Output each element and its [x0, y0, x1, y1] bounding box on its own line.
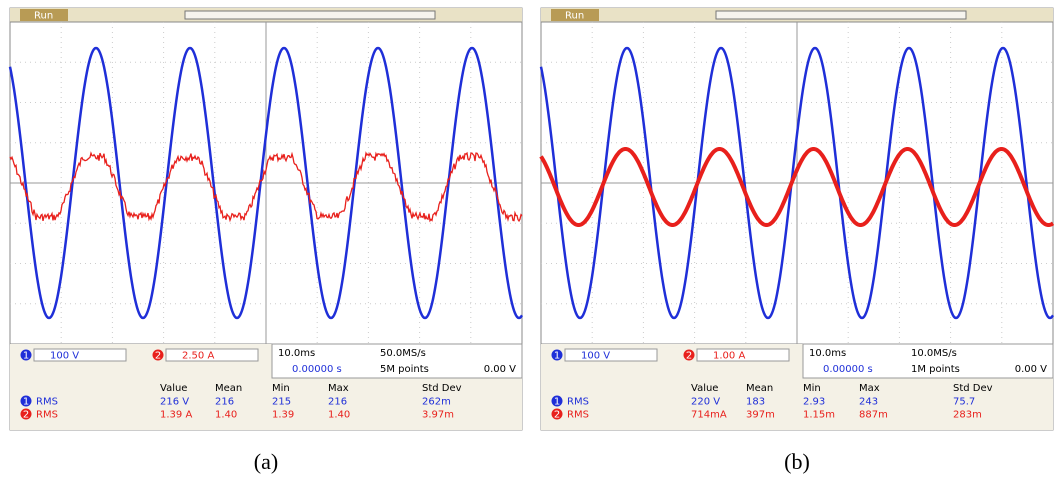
channel-badge-text: 1: [554, 351, 560, 362]
measurement-type: RMS: [567, 397, 589, 408]
status: Run: [565, 11, 584, 22]
table-header: Mean: [215, 383, 242, 394]
measurement-cell: 216 V: [160, 397, 189, 408]
measurement-type: RMS: [36, 410, 58, 421]
channel-badge-text: 2: [155, 351, 161, 362]
channel-badge-text: 2: [23, 410, 29, 421]
record-length: 1M points: [911, 364, 960, 375]
measurement-cell: 283m: [953, 410, 982, 421]
measurement-cell: 1.39 A: [160, 410, 192, 421]
table-header: Max: [859, 383, 880, 394]
caption: (a): [254, 449, 278, 474]
measurement-cell: 1.40: [328, 410, 350, 421]
measurement-cell: 714mA: [691, 410, 727, 421]
channel-1-box: [565, 349, 657, 361]
scope-panel: Run 1 100 V 2 1.00 A 10.0ms 10.0MS/s 0.00000 s 1…: [541, 8, 1053, 474]
scope-panel: Run 1 100 V 2 2.50 A 10.0ms 50.0MS/s 0.00000 s 5…: [10, 8, 522, 474]
measurement-cell: 3.97m: [422, 410, 454, 421]
channel-badge-text: 1: [23, 351, 29, 362]
trigger-level: 0.00 V: [484, 364, 516, 375]
measurement-cell: 215: [272, 397, 291, 408]
channel-1-box: [34, 349, 126, 361]
trigger-level: 0.00 V: [1015, 364, 1047, 375]
channel-badge-text: 1: [23, 397, 29, 408]
table-header: Value: [691, 383, 718, 394]
table-header: Std Dev: [953, 383, 993, 394]
table-header: Min: [803, 383, 821, 394]
channel-badge-text: 2: [554, 410, 560, 421]
measurement-cell: 243: [859, 397, 878, 408]
record-length: 5M points: [380, 364, 429, 375]
measurement-cell: 220 V: [691, 397, 720, 408]
figure: Run 1 100 V 2 2.50 A 10.0ms 50.0MS/s 0.00000 s 5…: [0, 0, 1057, 482]
measurement-cell: 262m: [422, 397, 451, 408]
delay: 0.00000 s: [292, 364, 342, 375]
channel-badge-text: 1: [554, 397, 560, 408]
horizontal-scale: 10.0ms: [809, 348, 846, 359]
horizontal-scale: 10.0ms: [278, 348, 315, 359]
caption: (b): [784, 449, 810, 474]
status: Run: [34, 11, 53, 22]
sample-rate: 50.0MS/s: [380, 348, 426, 359]
measurement-cell: 216: [328, 397, 347, 408]
measurement-cell: 75.7: [953, 397, 975, 408]
measurement-cell: 1.15m: [803, 410, 835, 421]
measurement-cell: 887m: [859, 410, 888, 421]
table-header: Std Dev: [422, 383, 462, 394]
channel-2-scale: 2.50 A: [182, 351, 214, 362]
measurement-cell: 216: [215, 397, 234, 408]
channel-2-scale: 1.00 A: [713, 351, 745, 362]
table-header: Mean: [746, 383, 773, 394]
table-header: Max: [328, 383, 349, 394]
measurement-type: RMS: [36, 397, 58, 408]
measurement-cell: 1.40: [215, 410, 237, 421]
measurement-cell: 2.93: [803, 397, 825, 408]
channel-badge-text: 2: [686, 351, 692, 362]
table-header: Min: [272, 383, 290, 394]
record-slider: [716, 11, 966, 19]
measurement-cell: 1.39: [272, 410, 294, 421]
channel-1-scale: 100 V: [581, 351, 610, 362]
delay: 0.00000 s: [823, 364, 873, 375]
measurement-cell: 183: [746, 397, 765, 408]
sample-rate: 10.0MS/s: [911, 348, 957, 359]
record-slider: [185, 11, 435, 19]
channel-1-scale: 100 V: [50, 351, 79, 362]
table-header: Value: [160, 383, 187, 394]
measurement-cell: 397m: [746, 410, 775, 421]
measurement-type: RMS: [567, 410, 589, 421]
